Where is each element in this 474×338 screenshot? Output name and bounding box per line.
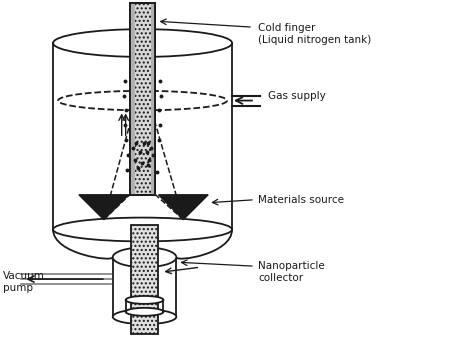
Bar	[151, 3, 155, 195]
Ellipse shape	[53, 29, 232, 57]
Polygon shape	[158, 195, 208, 220]
Ellipse shape	[113, 309, 176, 324]
Bar	[129, 3, 155, 195]
Ellipse shape	[126, 308, 164, 316]
Text: Nanoparticle
collector: Nanoparticle collector	[258, 261, 325, 283]
Polygon shape	[79, 195, 128, 220]
Text: Cold finger
(Liquid nitrogen tank): Cold finger (Liquid nitrogen tank)	[258, 23, 371, 45]
Bar	[131, 224, 158, 334]
Ellipse shape	[113, 247, 176, 267]
Text: Gas supply: Gas supply	[268, 91, 326, 101]
Bar	[129, 3, 155, 195]
Text: Materials source: Materials source	[258, 195, 344, 205]
Bar	[129, 3, 135, 195]
Text: Vacuum
pump: Vacuum pump	[3, 271, 45, 293]
Ellipse shape	[126, 296, 164, 304]
